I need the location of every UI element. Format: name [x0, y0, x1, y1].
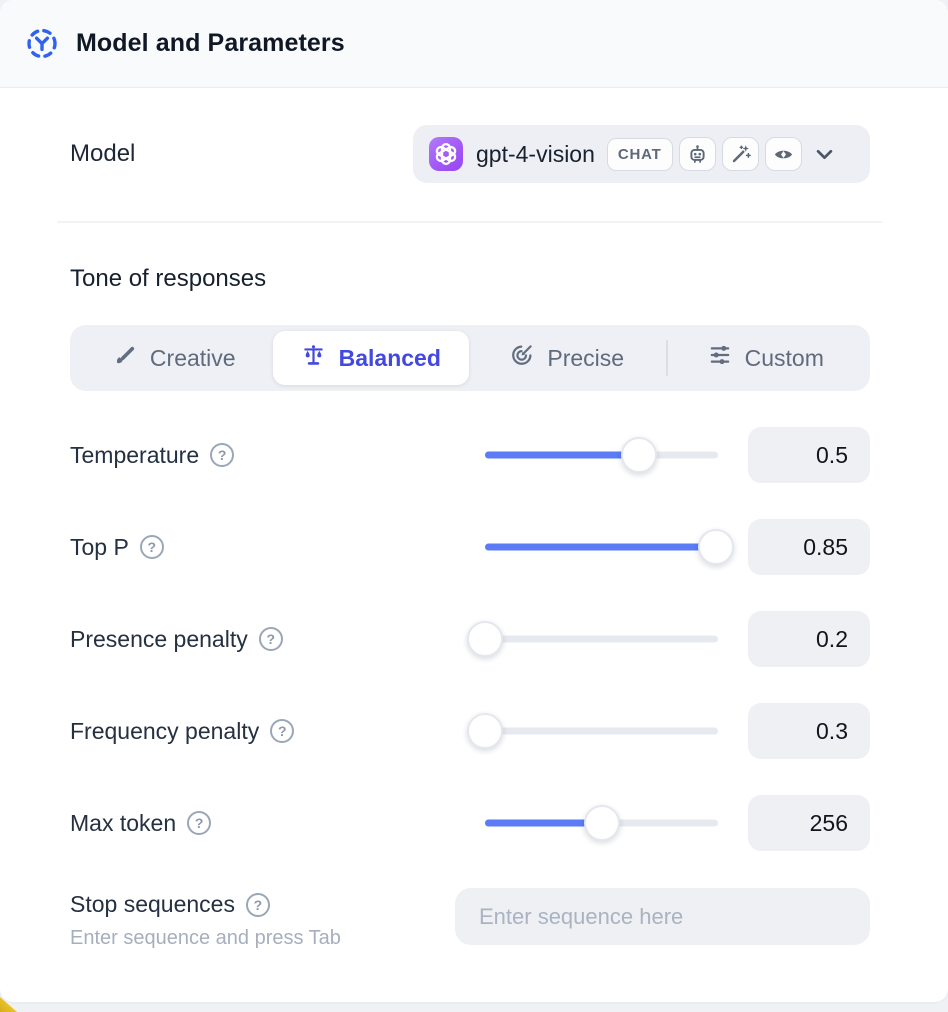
sliders-icon [708, 343, 732, 373]
help-icon[interactable]: ? [258, 627, 283, 651]
top-p-label: Top P [70, 533, 129, 560]
stop-sequences-hint: Enter sequence and press Tab [70, 927, 341, 949]
temperature-value[interactable]: 0.5 [748, 427, 870, 483]
slider-thumb[interactable] [467, 713, 503, 749]
parameter-row-frequency-penalty: Frequency penalty ? 0.3 [70, 703, 870, 759]
stop-sequences-label: Stop sequences [70, 891, 235, 917]
slider-thumb[interactable] [583, 805, 620, 841]
vision-eye-icon [764, 137, 802, 171]
presence-penalty-value[interactable]: 0.2 [748, 611, 870, 667]
max-token-label: Max token [70, 809, 177, 836]
model-row: Model gpt-4-vision CHAT [70, 125, 870, 183]
parameter-row-temperature: Temperature ? 0.5 [70, 427, 870, 483]
help-icon[interactable]: ? [245, 892, 270, 917]
chat-type-badge: CHAT [606, 137, 673, 171]
frequency-penalty-value[interactable]: 0.3 [748, 703, 870, 759]
max-token-value[interactable]: 256 [748, 795, 870, 851]
openai-logo [429, 137, 463, 171]
panel-content: Model gpt-4-vision CHAT [0, 125, 948, 950]
help-icon[interactable]: ? [139, 535, 164, 559]
parameter-row-presence-penalty: Presence penalty ? 0.2 [70, 611, 870, 667]
chevron-down-icon [816, 149, 833, 160]
tab-label: Precise [547, 344, 625, 371]
parameter-row-max-token: Max token ? 256 [70, 795, 870, 851]
tab-custom[interactable]: Custom [668, 331, 865, 385]
selected-model-name: gpt-4-vision [476, 140, 595, 167]
top-p-slider[interactable] [485, 529, 734, 565]
help-icon[interactable]: ? [210, 443, 235, 467]
tab-creative[interactable]: Creative [76, 331, 273, 385]
panel-header: Model and Parameters [0, 0, 948, 88]
tab-label: Custom [744, 344, 824, 371]
paintbrush-icon [113, 343, 137, 373]
top-p-value[interactable]: 0.85 [748, 519, 870, 575]
tab-label: Creative [149, 344, 236, 371]
presence-penalty-slider[interactable] [467, 621, 718, 657]
robot-icon [678, 137, 716, 171]
tone-heading: Tone of responses [70, 265, 267, 292]
temperature-slider[interactable] [485, 437, 718, 473]
section-divider [57, 221, 883, 223]
model-hub-icon [24, 26, 60, 62]
slider-thumb[interactable] [467, 621, 503, 657]
tab-label: Balanced [338, 344, 441, 371]
stop-sequence-input[interactable] [455, 888, 870, 945]
temperature-label: Temperature [70, 441, 200, 468]
max-token-slider[interactable] [485, 805, 718, 841]
slider-thumb[interactable] [620, 437, 657, 473]
presence-penalty-label: Presence penalty [70, 625, 248, 652]
help-icon[interactable]: ? [270, 719, 295, 743]
tab-group-divider [665, 340, 668, 376]
tab-balanced[interactable]: Balanced [272, 331, 469, 385]
scales-icon [301, 343, 326, 374]
slider-thumb[interactable] [697, 529, 734, 565]
tab-precise[interactable]: Precise [469, 331, 666, 385]
panel-title: Model and Parameters [76, 29, 345, 57]
frequency-penalty-slider[interactable] [467, 713, 718, 749]
magic-wand-icon [721, 137, 759, 171]
model-label: Model [70, 140, 136, 167]
help-icon[interactable]: ? [187, 811, 212, 835]
tone-tab-group: Creative Balanced [70, 325, 870, 391]
parameter-row-top-p: Top P ? 0.85 [70, 519, 870, 575]
target-icon [510, 343, 534, 373]
model-select-dropdown[interactable]: gpt-4-vision CHAT [413, 125, 870, 183]
frequency-penalty-label: Frequency penalty [70, 717, 260, 744]
stop-sequences-row: Stop sequences ? Enter sequence and pres… [70, 888, 870, 950]
